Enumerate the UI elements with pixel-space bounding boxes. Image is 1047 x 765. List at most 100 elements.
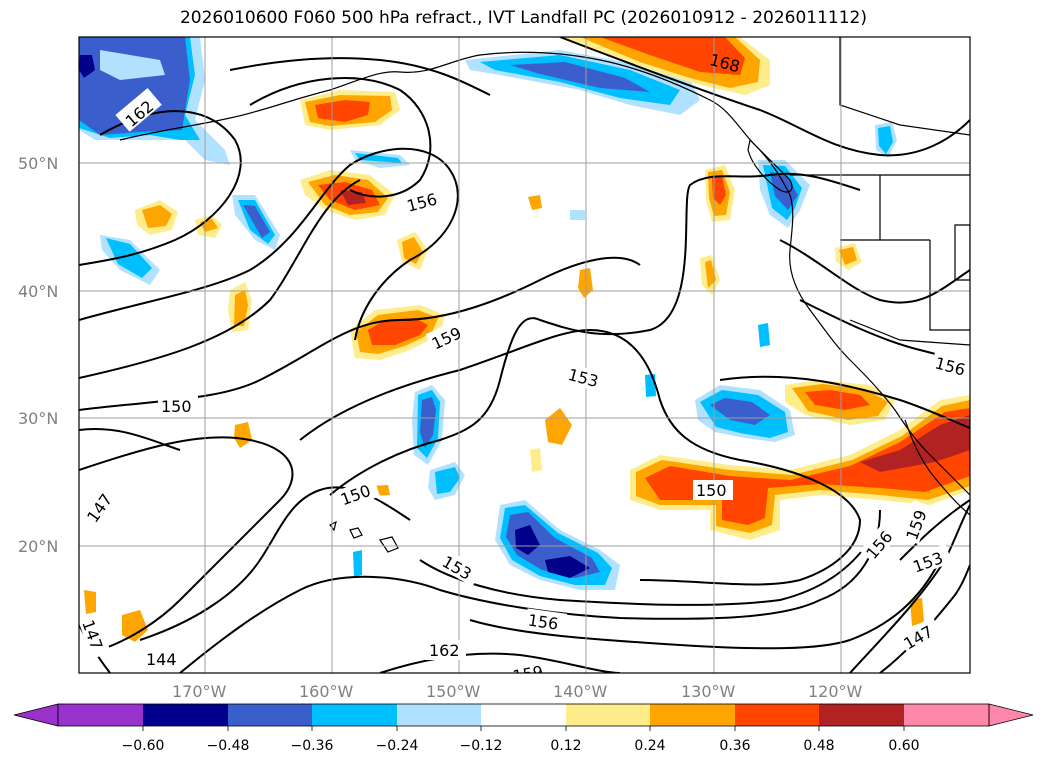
orange-dot-8 xyxy=(910,598,924,626)
colorbar-tick-label: −0.36 xyxy=(291,738,334,754)
colorbar-bin-10 xyxy=(904,704,989,726)
contour-line-4 xyxy=(79,179,361,379)
colorbar: −0.60 −0.48 −0.36 −0.24 −0.12 0.12 0.24 … xyxy=(13,703,1034,754)
contour-label-bg xyxy=(335,477,381,510)
plot-title: 2026010600 F060 500 hPa refract., IVT La… xyxy=(179,8,867,28)
contour-label-bg xyxy=(897,616,943,654)
colorbar-tick-label: −0.48 xyxy=(207,738,250,754)
orange-blob-tiny-ne-mid xyxy=(839,247,857,265)
contour-line-21 xyxy=(879,564,970,673)
contour-line-22 xyxy=(899,499,970,561)
contour-line-16 xyxy=(559,37,970,157)
contour-label-150-west: 150 xyxy=(161,397,192,416)
vancouver-island xyxy=(747,138,793,193)
map-background xyxy=(79,37,970,673)
colorbar-extend-high xyxy=(988,703,1034,727)
contour-label-bg xyxy=(899,499,933,545)
us-state-border-4 xyxy=(954,224,970,281)
lat-label-30n: 30°N xyxy=(18,409,58,428)
contour-label-bg xyxy=(859,520,901,564)
lon-label-140w: 140°W xyxy=(553,682,608,701)
contour-label-bg xyxy=(524,608,568,634)
contour-label-bg xyxy=(693,480,733,500)
light-band-northwest xyxy=(100,50,165,80)
blue-streak-west-2-deep xyxy=(243,205,270,238)
lat-label-40n: 40°N xyxy=(18,282,58,301)
lon-label-160w: 160°W xyxy=(299,682,354,701)
contour-label-bg xyxy=(115,87,162,132)
contour-label-159-south: 159 xyxy=(511,662,544,686)
orange-dot-6 xyxy=(122,610,148,642)
colorbar-ticks xyxy=(142,726,905,731)
orange-dot-2 xyxy=(528,195,542,210)
canada-border-north xyxy=(839,37,970,136)
orange-dot-5 xyxy=(234,422,252,448)
contour-line-6 xyxy=(79,428,181,451)
contour-label-bg xyxy=(158,396,198,416)
contour-label-bg xyxy=(564,363,608,394)
contour-label-156-south: 156 xyxy=(527,611,560,634)
orange-dot-4 xyxy=(530,448,542,472)
orange-dot-7 xyxy=(84,590,96,614)
navy-blob-south xyxy=(515,525,540,555)
lon-label-150w: 150°W xyxy=(426,682,481,701)
us-state-border-3 xyxy=(929,240,970,331)
contour-line-20 xyxy=(849,504,970,673)
lon-label-170w: 170°W xyxy=(172,682,227,701)
colorbar-tick-label: −0.12 xyxy=(460,738,503,754)
pacific-northwest-coast xyxy=(789,194,970,496)
baja-coast xyxy=(904,419,970,516)
map-layers: 162 168 156 159 153 150 147 156 150 147 … xyxy=(79,37,970,686)
contour-label-bg xyxy=(80,482,120,528)
blue-blob-northeast-small-mid xyxy=(878,126,893,154)
colorbar-tick-label: −0.24 xyxy=(376,738,419,754)
colorbar-bin-8 xyxy=(735,704,819,726)
colorbar-bin-1 xyxy=(143,704,228,726)
colorbar-tick-label: 0.36 xyxy=(719,738,750,754)
alaska-coast xyxy=(119,51,791,196)
refractivity-contours xyxy=(79,37,970,673)
orange-band-east-red xyxy=(805,390,870,410)
contour-label-144-southwest: 144 xyxy=(146,650,177,669)
graticule xyxy=(79,37,970,673)
contour-label-bg xyxy=(930,351,970,382)
orange-blob-central-small-mid xyxy=(402,237,423,264)
navy-blob-northwest xyxy=(79,55,95,78)
colorbar-tick-label: 0.48 xyxy=(803,738,834,754)
contour-label-bg xyxy=(437,549,483,587)
contour-label-150-southeast: 150 xyxy=(696,481,727,500)
colorbar-bin-2 xyxy=(228,704,312,726)
contour-label-bg xyxy=(401,184,445,215)
orange-blob-tiny-east-mid xyxy=(705,260,716,288)
contour-line-14 xyxy=(379,652,621,673)
blue-dot-3 xyxy=(353,550,362,577)
blue-streak-west-mid xyxy=(106,238,152,278)
blue-dot-4 xyxy=(570,210,585,220)
contour-line-13 xyxy=(469,559,941,650)
contour-label-bg xyxy=(143,648,183,668)
colorbar-frame xyxy=(57,703,990,727)
darkred-band-south xyxy=(860,415,970,472)
us-mexico-border xyxy=(849,319,970,346)
longitude-labels: 170°W 160°W 150°W 140°W 130°W 120°W xyxy=(172,682,863,701)
contour-line-2 xyxy=(249,77,432,198)
contour-line-1 xyxy=(79,110,242,266)
blue-blob-145w-mid xyxy=(435,467,460,494)
colorbar-bin-9 xyxy=(819,704,904,726)
orange-blob-west-small-mid xyxy=(142,205,172,228)
colorbar-bin-5 xyxy=(481,704,566,726)
colorbar-tick-label: −0.60 xyxy=(122,738,165,754)
colorbar-bin-7 xyxy=(650,704,735,726)
contour-line-11 xyxy=(329,172,861,496)
lon-label-120w: 120°W xyxy=(808,682,863,701)
colorbar-bin-0 xyxy=(58,704,143,726)
coastlines xyxy=(119,37,970,553)
orange-band-northeast-red xyxy=(600,37,745,75)
contour-line-17 xyxy=(779,239,970,304)
colorbar-bin-6 xyxy=(566,704,650,726)
contour-label-bg xyxy=(907,543,953,577)
lon-label-130w: 130°W xyxy=(681,682,736,701)
blue-dot-2 xyxy=(758,323,770,347)
contour-line-5 xyxy=(79,256,641,411)
